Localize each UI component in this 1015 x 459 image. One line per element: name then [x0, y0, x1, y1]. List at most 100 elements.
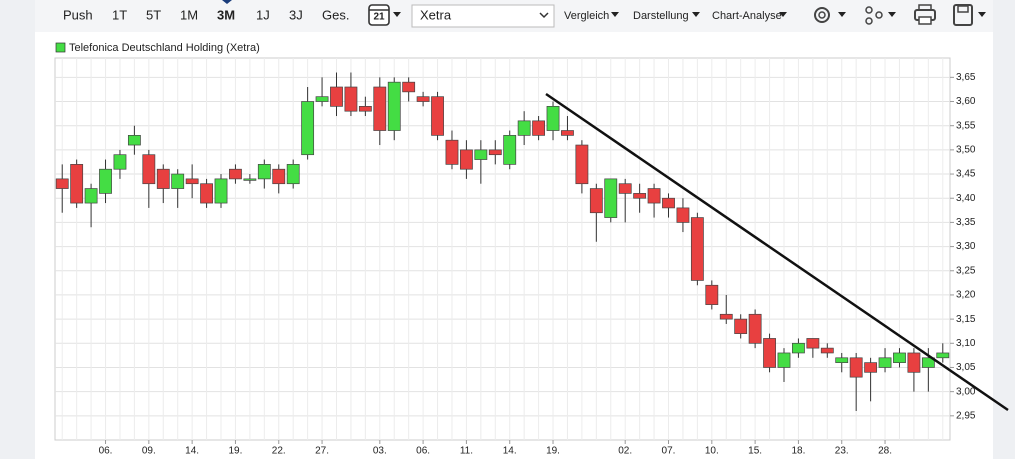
candle-body [301, 101, 315, 156]
menu-button[interactable]: Chart-Analyse [712, 10, 782, 22]
exchange-select[interactable]: Xetra [411, 4, 555, 28]
candle-body [142, 154, 156, 185]
node-icon [865, 6, 873, 14]
y-tick-label: 3,40 [956, 193, 976, 204]
candle-body [864, 362, 878, 373]
dropdown-arrow [692, 12, 700, 17]
y-tick-label: 2,95 [956, 410, 976, 421]
x-tick-label: 06. [99, 446, 113, 457]
candle-body [676, 207, 690, 223]
candle-body [243, 178, 257, 181]
candle-body [330, 86, 343, 107]
x-tick-label: 23. [835, 446, 849, 457]
select-value: Xetra [420, 7, 452, 22]
gear-icon [814, 7, 830, 23]
print-button[interactable] [914, 4, 936, 25]
save-slot [957, 5, 969, 13]
candle-body [99, 168, 112, 194]
x-tick-label: 07. [662, 446, 676, 457]
candle-body [171, 173, 185, 189]
candle-body [532, 120, 546, 136]
range-button[interactable]: 1T [112, 7, 127, 22]
y-tick-label: 3,25 [956, 265, 976, 276]
candle-body [589, 188, 603, 214]
x-tick-label: 19. [546, 446, 560, 457]
candle-body [517, 120, 531, 136]
candle-body [575, 144, 589, 185]
candle-body [604, 178, 618, 218]
x-tick-label: 22. [272, 446, 286, 457]
x-tick-label: 27. [315, 446, 329, 457]
printer-out [918, 16, 932, 25]
legend-label: Telefonica Deutschland Holding (Xetra) [69, 42, 260, 54]
x-tick-label: 09. [142, 446, 156, 457]
candle-body [893, 352, 906, 363]
y-tick-label: 3,65 [956, 72, 976, 83]
dropdown-arrow [779, 12, 787, 17]
dropdown-arrow [978, 12, 986, 17]
candle-body [734, 318, 748, 334]
candle-body [344, 86, 358, 112]
y-tick-label: 3,60 [956, 96, 976, 107]
candle-body [792, 342, 805, 354]
candle-body [459, 149, 473, 170]
calendar-button[interactable]: 21 [368, 4, 401, 26]
save-button[interactable] [953, 4, 986, 26]
candle-body [820, 347, 834, 354]
range-button[interactable]: 3J [289, 7, 303, 22]
candle-body [185, 178, 199, 185]
candle-body [70, 164, 84, 204]
gear-hub [818, 11, 826, 19]
toolbar-items: Push 1T 5T 1M 3M 1J 3J Ges. Vergleich Darstellung… [63, 0, 787, 22]
candle-body [272, 168, 286, 185]
x-tick-label: 03. [373, 446, 387, 457]
candle-body [662, 197, 675, 209]
x-tick-label: 06. [416, 446, 430, 457]
range-button[interactable]: 1J [256, 7, 270, 22]
candle-body [315, 96, 329, 102]
y-tick-label: 3,30 [956, 241, 976, 252]
candle-body [921, 357, 935, 368]
trend-line [545, 92, 1009, 412]
candle-body [763, 338, 776, 368]
candle-body [633, 193, 647, 199]
node-icon [865, 17, 873, 25]
y-tick-label: 3,55 [956, 120, 976, 131]
menu-button[interactable]: Darstellung [633, 10, 689, 22]
candle-body [719, 313, 733, 320]
select-box [411, 4, 555, 28]
dropdown-arrow [888, 12, 896, 17]
plot-area [54, 57, 951, 441]
candle-body [907, 352, 921, 373]
menu-button[interactable]: Vergleich [564, 10, 609, 22]
x-tick-label: 02. [618, 446, 632, 457]
candle-body [286, 164, 300, 185]
candle-body [777, 352, 791, 368]
range-button[interactable]: 1M [180, 7, 198, 22]
candle-body [229, 168, 242, 180]
select-chevron [539, 12, 549, 19]
range-button[interactable]: Push [63, 7, 93, 22]
settings-button[interactable] [814, 7, 846, 23]
share-button[interactable] [865, 6, 896, 25]
x-tick-label: 14. [185, 446, 199, 457]
candle-body [806, 338, 820, 349]
node-icon [875, 11, 883, 19]
y-tick-label: 3,45 [956, 169, 976, 180]
legend-swatch [55, 42, 66, 53]
candle-body [748, 313, 762, 344]
candle-body [156, 168, 170, 189]
candle-body [257, 164, 271, 180]
candle-body [878, 357, 892, 368]
y-tick-label: 3,50 [956, 145, 976, 156]
candle-body [503, 135, 517, 165]
y-tick-label: 3,20 [956, 290, 976, 301]
candle-body [84, 188, 98, 204]
range-button[interactable]: 3M [217, 7, 235, 22]
dropdown-arrow [393, 12, 401, 17]
y-tick-label: 3,10 [956, 338, 976, 349]
range-button[interactable]: 5T [146, 7, 161, 22]
candle-body [445, 139, 459, 165]
range-button[interactable]: Ges. [322, 7, 349, 22]
